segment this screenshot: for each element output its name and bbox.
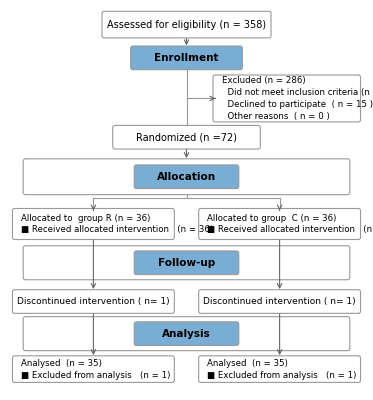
FancyBboxPatch shape [12,208,174,240]
Text: Excluded (n = 286)
  Did not meet inclusion criteria (n =271)
  Declined to part: Excluded (n = 286) Did not meet inclusio… [222,76,373,121]
Text: Discontinued intervention ( n= 1): Discontinued intervention ( n= 1) [17,297,170,306]
FancyBboxPatch shape [134,251,239,274]
FancyBboxPatch shape [23,246,350,280]
FancyBboxPatch shape [131,46,242,70]
FancyBboxPatch shape [113,126,260,149]
FancyBboxPatch shape [213,75,361,122]
Text: Enrollment: Enrollment [154,53,219,63]
Text: Randomized (n =72): Randomized (n =72) [136,132,237,142]
Text: Follow-up: Follow-up [158,258,215,268]
FancyBboxPatch shape [12,290,174,313]
FancyBboxPatch shape [199,356,361,382]
FancyBboxPatch shape [199,208,361,240]
Text: Analysed  (n = 35)
■ Excluded from analysis   (n = 1): Analysed (n = 35) ■ Excluded from analys… [207,359,357,380]
FancyBboxPatch shape [134,165,239,188]
Text: Analysed  (n = 35)
■ Excluded from analysis   (n = 1): Analysed (n = 35) ■ Excluded from analys… [21,359,170,380]
FancyBboxPatch shape [134,322,239,346]
Text: Allocated to  group R (n = 36)
■ Received allocated intervention   (n = 36): Allocated to group R (n = 36) ■ Received… [21,214,213,234]
FancyBboxPatch shape [23,317,350,351]
Text: Allocated to group  C (n = 36)
■ Received allocated intervention   (n = 36): Allocated to group C (n = 36) ■ Received… [207,214,373,234]
FancyBboxPatch shape [102,11,271,38]
FancyBboxPatch shape [23,159,350,195]
Text: Analysis: Analysis [162,329,211,339]
Text: Assessed for eligibility (n = 358): Assessed for eligibility (n = 358) [107,20,266,30]
Text: Allocation: Allocation [157,172,216,182]
FancyBboxPatch shape [199,290,361,313]
FancyBboxPatch shape [12,356,174,382]
Text: Discontinued intervention ( n= 1): Discontinued intervention ( n= 1) [203,297,356,306]
